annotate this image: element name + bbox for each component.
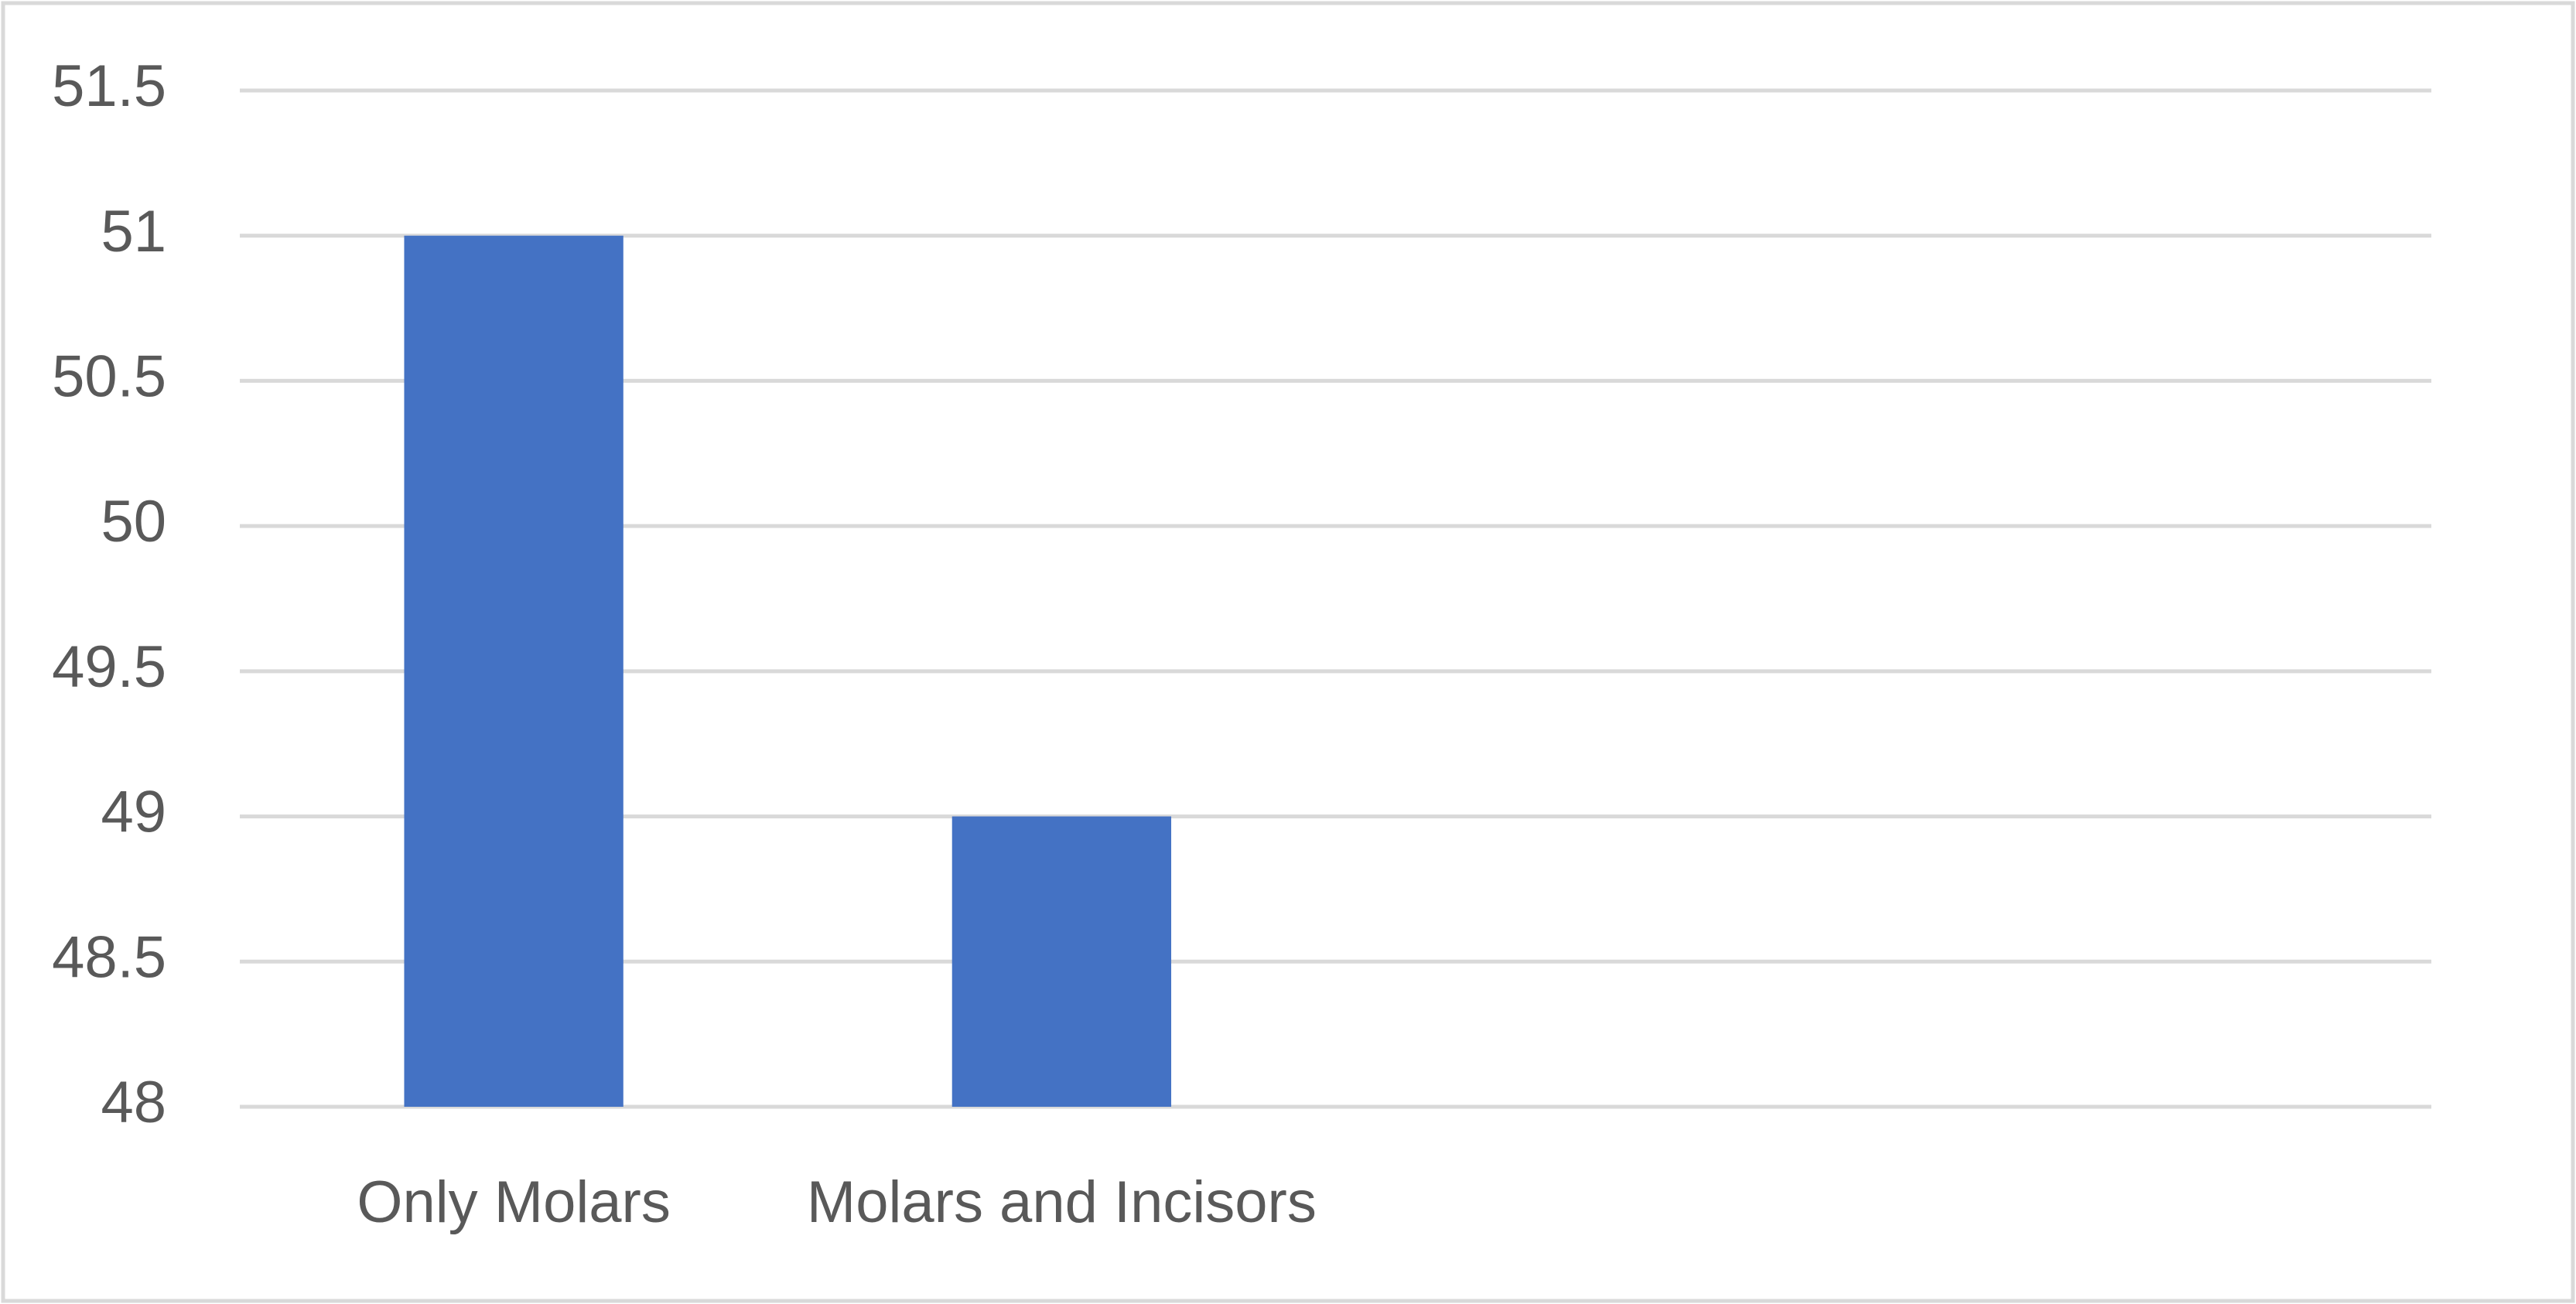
x-tick-label: Molars and Incisors xyxy=(807,1169,1317,1235)
y-tick-label: 49 xyxy=(101,780,166,845)
x-tick-label: Only Molars xyxy=(357,1169,670,1235)
y-tick-label: 50.5 xyxy=(52,344,166,410)
y-tick-label: 51 xyxy=(101,199,166,265)
y-tick-label: 50 xyxy=(101,489,166,555)
bar xyxy=(951,816,1172,1107)
y-tick-label: 48 xyxy=(101,1070,166,1135)
y-tick-label: 48.5 xyxy=(52,924,166,990)
bar xyxy=(404,235,624,1107)
y-tick-label: 51.5 xyxy=(52,53,166,119)
y-tick-label: 49.5 xyxy=(52,634,166,700)
